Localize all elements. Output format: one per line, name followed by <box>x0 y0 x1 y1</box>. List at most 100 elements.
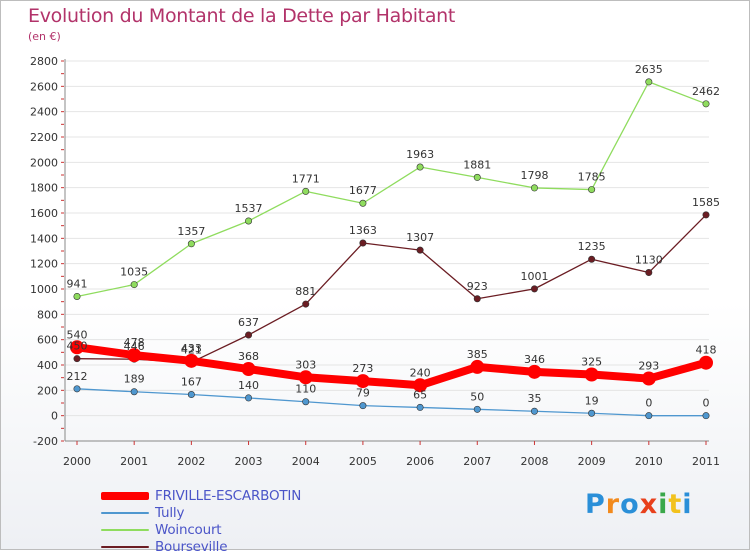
legend-item: Bourseville <box>101 538 361 555</box>
y-tick-label: 1000 <box>30 283 58 296</box>
data-label: 0 <box>703 397 710 410</box>
y-tick-label: 400 <box>37 359 58 372</box>
y-tick-label: 1400 <box>30 232 58 245</box>
legend-item: Tully <box>101 504 361 521</box>
data-label: 450 <box>67 340 88 353</box>
data-label: 1235 <box>578 240 606 253</box>
legend-swatch <box>101 528 149 531</box>
data-label: 1001 <box>520 270 548 283</box>
data-label: 1677 <box>349 184 377 197</box>
y-tick-label: -200 <box>33 435 58 448</box>
data-label: 212 <box>67 370 88 383</box>
data-point <box>470 359 485 374</box>
data-point <box>130 388 138 396</box>
data-point <box>359 402 367 410</box>
legend-item: Woincourt <box>101 521 361 538</box>
data-label: 1035 <box>120 266 148 279</box>
proxiti-logo: Proxiti <box>585 489 693 520</box>
data-point <box>302 187 310 195</box>
logo-letter: t <box>668 489 683 520</box>
data-label: 1537 <box>235 202 263 215</box>
y-tick-label: 600 <box>37 334 58 347</box>
y-tick-label: 1600 <box>30 207 58 220</box>
data-point <box>127 348 142 363</box>
data-point <box>584 367 599 382</box>
data-label: 50 <box>470 390 484 403</box>
y-tick-label: 1200 <box>30 258 58 271</box>
data-point <box>702 412 710 420</box>
data-point <box>699 355 713 370</box>
data-label: 923 <box>467 280 488 293</box>
series-line-friville-escarbotin <box>73 343 710 390</box>
data-point <box>130 281 138 289</box>
data-label: 1585 <box>692 196 720 209</box>
data-label: 189 <box>124 373 145 386</box>
data-point <box>702 100 710 108</box>
data-point <box>302 398 310 406</box>
y-tick-label: 2000 <box>30 156 58 169</box>
data-label: 273 <box>352 362 373 375</box>
data-label: 110 <box>295 383 316 396</box>
data-point <box>645 78 653 86</box>
data-label: 2462 <box>692 85 720 98</box>
data-point <box>73 385 81 393</box>
data-label: 35 <box>527 392 541 405</box>
data-point <box>588 409 596 417</box>
series-line-tully <box>76 388 707 417</box>
y-tick-label: 2800 <box>30 55 58 68</box>
data-label: 1881 <box>463 158 491 171</box>
legend-swatch <box>101 491 149 500</box>
data-point <box>245 331 253 339</box>
data-label: 325 <box>581 356 602 369</box>
chart-legend: FRIVILLE-ESCARBOTIN Tully Woincourt Boursev… <box>101 487 361 555</box>
legend-label: FRIVILLE-ESCARBOTIN <box>155 487 302 504</box>
legend-label: Woincourt <box>155 521 222 538</box>
data-point <box>645 269 653 277</box>
data-point <box>473 405 481 413</box>
data-point <box>359 239 367 247</box>
x-tick-label: 2006 <box>406 455 434 468</box>
x-tick-label: 2003 <box>235 455 263 468</box>
data-point <box>298 370 313 385</box>
data-point <box>359 199 367 207</box>
x-tick-label: 2010 <box>635 455 663 468</box>
x-tick-label: 2008 <box>520 455 548 468</box>
data-label: 637 <box>238 316 259 329</box>
data-point <box>530 184 538 192</box>
logo-letter: P <box>585 489 606 520</box>
data-point <box>641 371 656 386</box>
data-label: 368 <box>238 350 259 363</box>
data-label: 346 <box>524 353 545 366</box>
y-tick-label: 2600 <box>30 80 58 93</box>
y-tick-label: 2200 <box>30 131 58 144</box>
data-point <box>413 378 428 393</box>
data-point <box>702 211 710 219</box>
data-label: 240 <box>410 366 431 379</box>
logo-letter: i <box>682 489 693 520</box>
data-label: 1363 <box>349 224 377 237</box>
data-label: 140 <box>238 379 259 392</box>
data-point <box>184 353 199 368</box>
data-point <box>645 412 653 420</box>
data-point <box>473 295 481 303</box>
x-tick-label: 2002 <box>177 455 205 468</box>
series-line-woincourt <box>76 81 707 298</box>
data-point <box>530 285 538 293</box>
data-label: 2635 <box>635 63 663 76</box>
data-label: 433 <box>181 342 202 355</box>
logo-letter: r <box>605 489 621 520</box>
data-point <box>73 355 81 363</box>
data-point <box>588 255 596 263</box>
data-label: 446 <box>124 340 145 353</box>
x-tick-label: 2005 <box>349 455 377 468</box>
x-tick-label: 2007 <box>463 455 491 468</box>
y-tick-label: 2400 <box>30 106 58 119</box>
y-tick-label: 0 <box>51 410 58 423</box>
data-label: 540 <box>67 328 88 341</box>
data-point <box>187 240 195 248</box>
data-point <box>355 374 370 389</box>
data-point <box>302 300 310 308</box>
data-label: 293 <box>638 360 659 373</box>
y-tick-label: 800 <box>37 308 58 321</box>
